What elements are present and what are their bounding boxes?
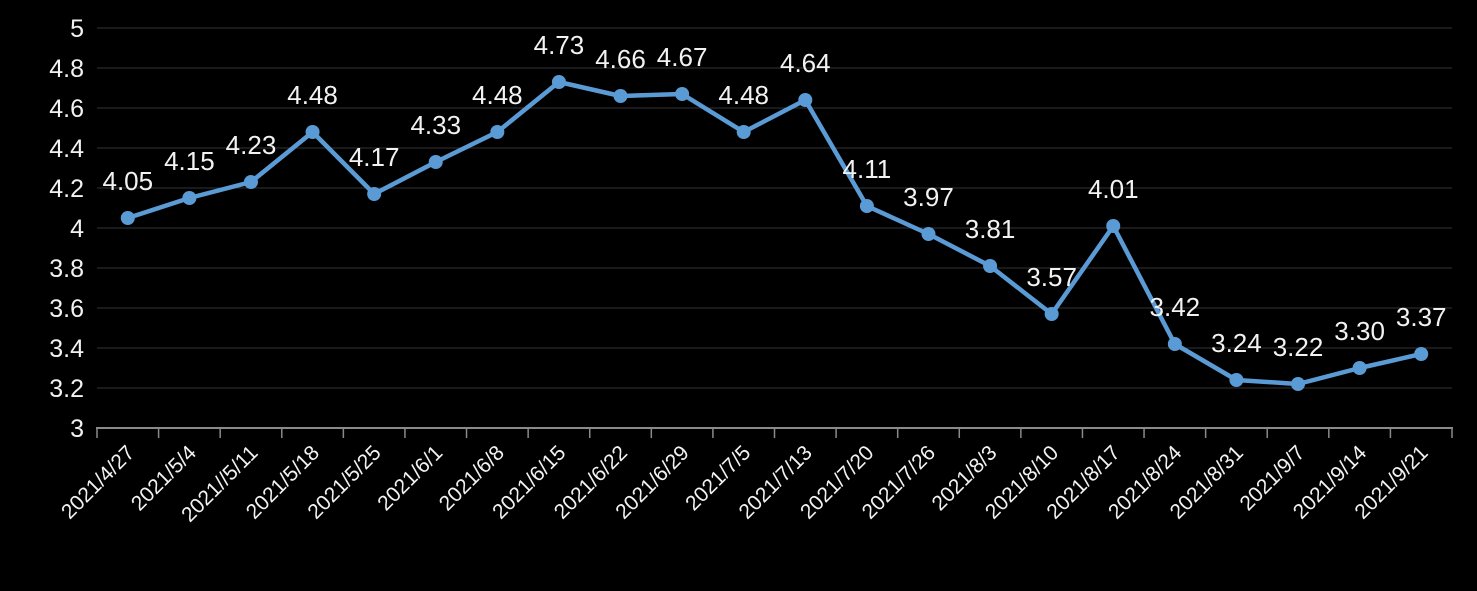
- y-tick-label: 4.4: [49, 135, 84, 163]
- data-point-marker[interactable]: [243, 175, 258, 189]
- data-label: 4.01: [1088, 174, 1139, 204]
- data-label: 3.57: [1026, 262, 1077, 292]
- data-label: 4.48: [287, 80, 338, 110]
- y-tick-label: 3.2: [49, 375, 84, 403]
- data-label: 4.48: [472, 80, 523, 110]
- y-tick-label: 4.8: [49, 55, 84, 83]
- data-point-marker[interactable]: [798, 93, 813, 107]
- data-label: 3.42: [1150, 292, 1201, 322]
- data-point-marker[interactable]: [1229, 373, 1244, 387]
- x-tick-label: 2021/4/27: [57, 441, 139, 523]
- data-point-marker[interactable]: [1044, 307, 1059, 321]
- data-point-marker[interactable]: [551, 75, 566, 89]
- data-point-marker[interactable]: [490, 125, 505, 139]
- data-label: 3.22: [1273, 332, 1324, 362]
- data-point-marker[interactable]: [182, 191, 197, 205]
- data-label: 4.17: [349, 142, 400, 172]
- data-point-marker[interactable]: [1291, 377, 1306, 391]
- x-tick-label: 2021/6/1: [373, 441, 447, 515]
- data-point-marker[interactable]: [367, 187, 382, 201]
- data-label: 3.24: [1211, 328, 1262, 358]
- data-point-marker[interactable]: [736, 125, 751, 139]
- data-point-marker[interactable]: [305, 125, 320, 139]
- y-tick-label: 4: [70, 215, 84, 243]
- y-tick-label: 3: [70, 415, 84, 443]
- data-point-marker[interactable]: [1106, 219, 1121, 233]
- data-label: 4.73: [534, 30, 585, 60]
- data-label: 3.30: [1334, 316, 1385, 346]
- data-label: 3.37: [1396, 302, 1447, 332]
- y-tick-label: 3.4: [49, 335, 84, 363]
- y-tick-label: 5: [70, 15, 84, 43]
- data-point-marker[interactable]: [921, 227, 936, 241]
- data-label: 4.67: [657, 42, 708, 72]
- data-point-marker[interactable]: [120, 211, 135, 225]
- data-point-marker[interactable]: [613, 89, 628, 103]
- data-label: 4.11: [843, 154, 892, 184]
- data-point-marker[interactable]: [1167, 337, 1182, 351]
- data-point-marker[interactable]: [428, 155, 443, 169]
- data-point-marker[interactable]: [1414, 347, 1429, 361]
- data-label: 4.33: [410, 110, 461, 140]
- y-tick-label: 4.6: [49, 95, 84, 123]
- data-point-marker[interactable]: [859, 199, 874, 213]
- data-label: 4.15: [164, 146, 215, 176]
- data-label: 4.48: [718, 80, 769, 110]
- data-label: 3.97: [903, 182, 954, 212]
- data-label: 3.81: [965, 214, 1016, 244]
- y-tick-label: 4.2: [49, 175, 84, 203]
- data-label: 4.23: [226, 130, 277, 160]
- data-label: 4.05: [102, 166, 153, 196]
- y-tick-label: 3.6: [49, 295, 84, 323]
- data-point-marker[interactable]: [675, 87, 690, 101]
- series-line[interactable]: [125, 79, 1424, 387]
- data-point-marker[interactable]: [983, 259, 998, 273]
- data-label: 4.64: [780, 48, 831, 78]
- data-point-marker[interactable]: [1352, 361, 1367, 375]
- y-tick-label: 3.8: [49, 255, 84, 283]
- data-label: 4.66: [595, 44, 646, 74]
